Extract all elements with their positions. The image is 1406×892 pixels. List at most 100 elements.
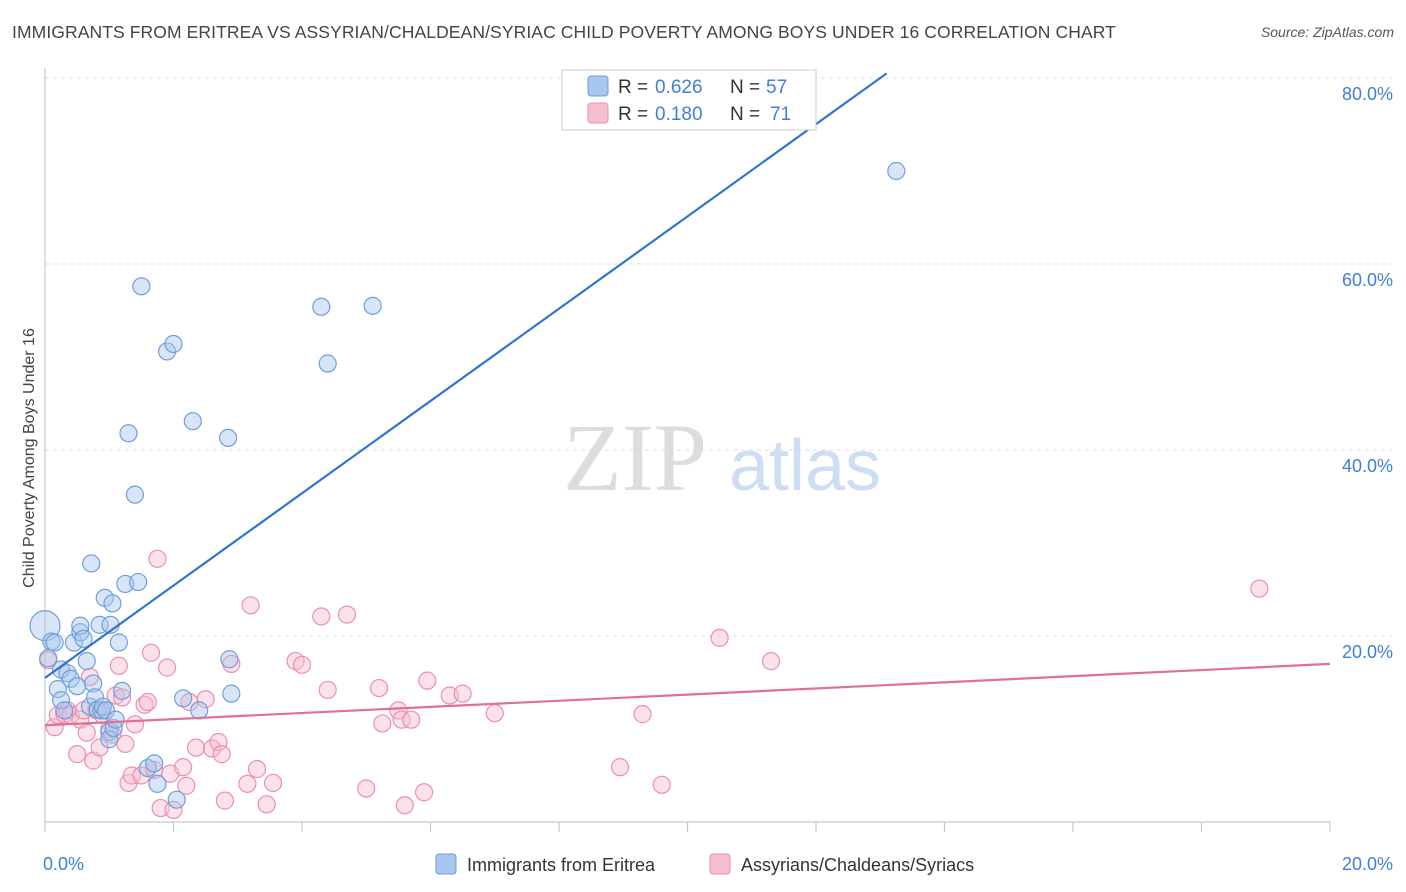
y-tick-label: 80.0% xyxy=(1342,84,1393,104)
data-point xyxy=(141,643,161,662)
data-point xyxy=(392,710,411,729)
data-point xyxy=(116,734,135,753)
data-point xyxy=(74,629,93,648)
data-point xyxy=(51,691,71,710)
y-tick-label: 20.0% xyxy=(1342,642,1393,662)
data-point xyxy=(485,704,504,723)
data-point xyxy=(222,684,241,703)
series-legend-swatch-eritrea xyxy=(435,853,457,875)
data-point xyxy=(414,783,434,802)
data-point xyxy=(164,334,183,354)
data-point xyxy=(177,776,196,795)
y-tick-label: 40.0% xyxy=(1342,456,1393,476)
data-point xyxy=(45,633,64,652)
data-point xyxy=(109,656,128,675)
data-point xyxy=(100,730,119,749)
series-legend-swatch-assyrians xyxy=(709,853,731,875)
stats-legend: R = 0.626 N = 57 R = 0.180 N = 71 xyxy=(561,69,817,131)
y-tick-label: 60.0% xyxy=(1342,270,1393,290)
y-axis-label: Child Poverty Among Boys Under 16 xyxy=(21,328,38,588)
legend-r-label-1: R = xyxy=(618,77,653,98)
series-legend: Immigrants from Eritrea Assyrians/Chalde… xyxy=(435,853,974,875)
data-point xyxy=(129,572,148,592)
series-points-eritrea xyxy=(29,161,906,809)
data-point xyxy=(84,674,103,693)
data-point xyxy=(219,428,238,448)
data-point xyxy=(212,745,231,764)
tick-labels: 20.0% 40.0% 60.0% 80.0% 0.0% 20.0% xyxy=(43,84,1393,874)
legend-n-value-2: 71 xyxy=(770,104,791,125)
data-point xyxy=(370,678,389,698)
data-point xyxy=(402,710,421,729)
data-point xyxy=(373,714,392,733)
data-point xyxy=(77,652,96,671)
data-point xyxy=(196,690,215,709)
data-point xyxy=(190,701,209,720)
data-point xyxy=(318,354,337,373)
data-point xyxy=(55,701,74,720)
data-point xyxy=(761,652,781,671)
x-tick-label: 20.0% xyxy=(1342,854,1393,874)
data-point xyxy=(135,695,154,714)
legend-n-label-2: N = xyxy=(730,104,765,125)
legend-n-label-1: N = xyxy=(730,77,765,98)
data-point xyxy=(263,773,283,793)
data-point xyxy=(220,650,239,669)
data-point xyxy=(148,774,167,793)
data-point xyxy=(48,679,67,699)
x-tick-label: 0.0% xyxy=(43,854,84,874)
trend-line xyxy=(44,662,1331,727)
data-point xyxy=(145,754,164,773)
data-point xyxy=(64,633,84,652)
data-point xyxy=(68,745,87,764)
data-point xyxy=(112,688,132,707)
data-point xyxy=(337,605,357,624)
data-point xyxy=(710,628,729,647)
data-point xyxy=(292,655,312,674)
legend-r-label-2: R = xyxy=(618,104,653,125)
data-point xyxy=(312,297,331,316)
stats-legend-swatch-assyrians xyxy=(587,102,609,124)
chart-title: IMMIGRANTS FROM ERITREA VS ASSYRIAN/CHAL… xyxy=(12,22,1116,42)
watermark: ZIP atlas xyxy=(563,404,881,511)
legend-r-value-2: 0.180 xyxy=(655,104,703,125)
data-point xyxy=(395,796,414,815)
data-point xyxy=(247,759,267,779)
watermark-zip: ZIP xyxy=(563,404,707,511)
source-credit: Source: ZipAtlas.com xyxy=(1260,24,1394,40)
data-point xyxy=(174,689,193,708)
data-point xyxy=(103,594,122,613)
data-point xyxy=(357,779,376,798)
data-point xyxy=(90,615,109,634)
data-point xyxy=(1250,579,1269,598)
data-point xyxy=(82,554,101,573)
data-point xyxy=(119,424,138,443)
data-point xyxy=(183,412,202,431)
data-point xyxy=(157,342,177,361)
data-point xyxy=(652,775,671,794)
legend-n-value-1: 57 xyxy=(766,77,787,98)
data-point xyxy=(257,795,276,814)
data-point xyxy=(312,607,331,626)
data-point xyxy=(157,658,177,677)
data-point xyxy=(633,705,652,724)
data-point xyxy=(363,296,382,315)
data-point xyxy=(610,758,630,777)
data-point xyxy=(77,723,96,742)
data-point xyxy=(125,485,145,504)
series-points-assyrians xyxy=(39,549,1269,820)
data-point xyxy=(887,161,906,181)
data-point xyxy=(453,684,472,703)
data-point xyxy=(109,633,128,652)
data-point xyxy=(318,680,337,700)
data-point xyxy=(174,758,193,777)
data-point xyxy=(61,669,80,688)
data-point xyxy=(112,681,132,700)
trend-lines xyxy=(44,72,1331,727)
data-point xyxy=(164,800,183,820)
data-point xyxy=(106,710,125,729)
data-point xyxy=(125,715,145,734)
data-point xyxy=(58,664,77,683)
data-point xyxy=(96,701,116,720)
